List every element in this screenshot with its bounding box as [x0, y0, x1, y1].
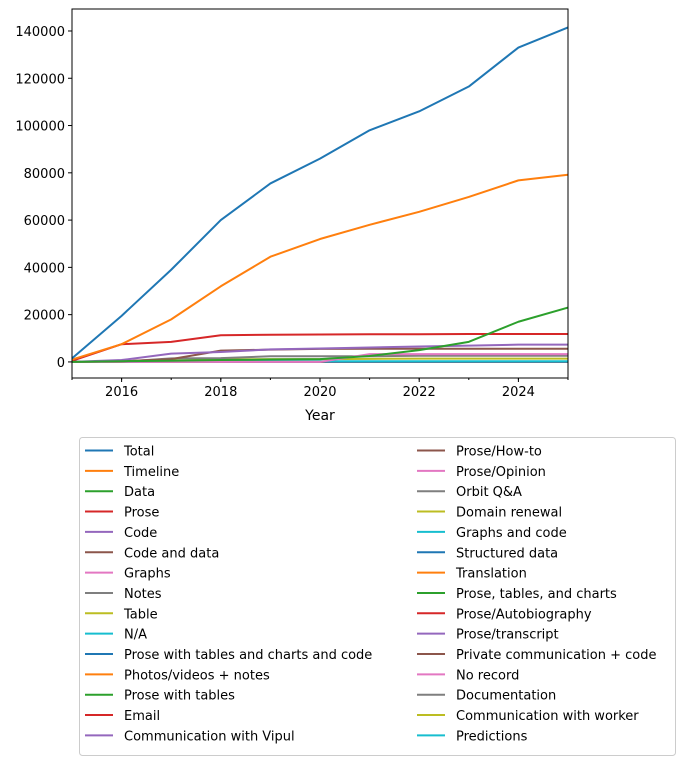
- legend-label: Prose/Autobiography: [456, 607, 592, 622]
- x-axis-label: Year: [304, 408, 335, 424]
- legend-entry: Prose with tables and charts and code: [85, 648, 372, 663]
- x-tick-label: 2022: [403, 385, 436, 400]
- legend-label: Prose/Opinion: [456, 465, 546, 480]
- legend-label: Prose/How-to: [456, 445, 542, 460]
- legend-label: Prose with tables and charts and code: [124, 648, 372, 663]
- series-line-code: [71, 343, 568, 363]
- y-tick-label: 40000: [24, 261, 65, 276]
- series-line-total: [71, 26, 569, 360]
- legend-label: Prose, tables, and charts: [456, 587, 617, 602]
- legend-entry: Prose/How-to: [417, 445, 542, 460]
- legend-entry: Prose: [85, 506, 159, 521]
- legend-label: Prose: [124, 506, 159, 521]
- y-tick-label: 100000: [15, 120, 65, 135]
- legend-entry: Domain renewal: [417, 506, 562, 521]
- legend-label: Documentation: [456, 689, 556, 704]
- legend-entry: Table: [85, 607, 158, 622]
- legend-entry: Prose/transcript: [417, 628, 559, 643]
- y-tick-label: 0: [57, 356, 65, 371]
- legend-entry: Prose, tables, and charts: [417, 587, 617, 602]
- legend-label: No record: [456, 668, 519, 683]
- legend-label: Code and data: [124, 546, 219, 561]
- plot-frame: [71, 8, 569, 379]
- legend-label: Domain renewal: [456, 506, 562, 521]
- y-tick-label: 140000: [15, 25, 65, 40]
- legend-entry: Graphs: [85, 567, 171, 582]
- y-tick-label: 120000: [15, 72, 65, 87]
- legend-label: Prose/transcript: [456, 628, 559, 643]
- legend-entry: N/A: [85, 628, 147, 643]
- legend: Total Timeline Data Prose Code Code and data G…: [85, 445, 657, 744]
- legend-entry: Data: [85, 485, 155, 500]
- series-line-data: [71, 306, 569, 363]
- legend-entry: Photos/videos + notes: [85, 668, 270, 683]
- series-line-prose: [71, 333, 568, 362]
- legend-label: Table: [123, 607, 158, 622]
- x-tick-label: 2018: [204, 385, 237, 400]
- legend-entry: Code: [85, 526, 157, 541]
- y-tick-label: 80000: [24, 167, 65, 182]
- legend-entry: Structured data: [417, 546, 558, 561]
- x-tick-label: 2016: [105, 385, 138, 400]
- legend-entry: Total: [85, 445, 154, 460]
- legend-label: Notes: [124, 587, 162, 602]
- legend-label: Prose with tables: [124, 689, 235, 704]
- legend-entry: Orbit Q&A: [417, 485, 522, 500]
- legend-label: N/A: [124, 628, 147, 643]
- series-line-timeline: [71, 173, 569, 361]
- legend-entry: Prose with tables: [85, 689, 235, 704]
- series-line-graphs: [72, 353, 568, 363]
- legend-label: Code: [124, 526, 157, 541]
- legend-label: Orbit Q&A: [456, 485, 522, 500]
- legend-entry: Email: [85, 709, 160, 724]
- legend-entry: Communication with worker: [417, 709, 639, 724]
- legend-label: Private communication + code: [456, 648, 657, 663]
- legend-label: Communication with worker: [456, 709, 639, 724]
- legend-entry: Private communication + code: [417, 648, 657, 663]
- y-tick-label: 60000: [24, 214, 65, 229]
- legend-label: Communication with Vipul: [124, 729, 295, 744]
- legend-entry: Prose/Opinion: [417, 465, 546, 480]
- legend-entry: Timeline: [85, 465, 179, 480]
- legend-label: Total: [123, 445, 154, 460]
- legend-entry: Code and data: [85, 546, 219, 561]
- legend-entry: No record: [417, 668, 519, 683]
- legend-entry: Graphs and code: [417, 526, 567, 541]
- legend-label: Photos/videos + notes: [124, 668, 270, 683]
- legend-entry: Translation: [417, 567, 527, 582]
- legend-entry: Communication with Vipul: [85, 729, 295, 744]
- legend-label: Data: [124, 485, 155, 500]
- legend-label: Translation: [455, 567, 527, 582]
- legend-box: [79, 437, 676, 756]
- legend-entry: Prose/Autobiography: [417, 607, 592, 622]
- legend-label: Graphs and code: [456, 526, 567, 541]
- x-tick-label: 2020: [303, 385, 336, 400]
- legend-label: Email: [124, 709, 160, 724]
- y-tick-label: 20000: [24, 309, 65, 324]
- legend-label: Graphs: [124, 567, 171, 582]
- legend-label: Timeline: [123, 465, 179, 480]
- series-lines: [71, 26, 569, 363]
- legend-entry: Predictions: [417, 729, 528, 744]
- legend-label: Predictions: [456, 729, 528, 744]
- x-tick-label: 2024: [502, 385, 535, 400]
- legend-entry: Notes: [85, 587, 162, 602]
- legend-entry: Documentation: [417, 689, 556, 704]
- legend-label: Structured data: [456, 546, 558, 561]
